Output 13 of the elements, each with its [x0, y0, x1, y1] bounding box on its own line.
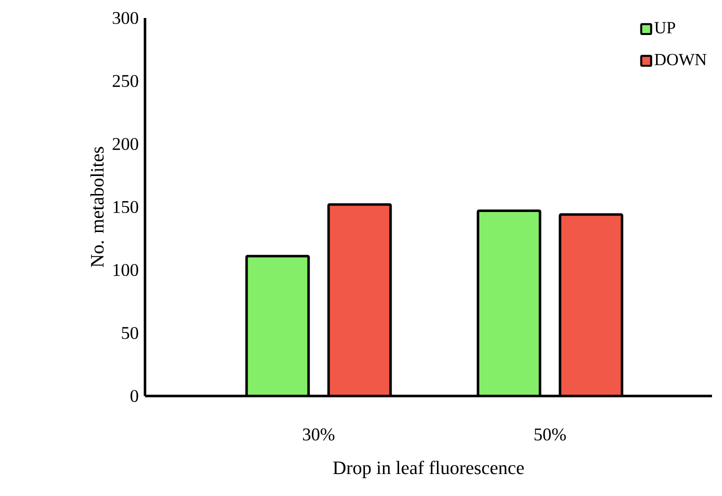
y-tick-label: 200 [112, 138, 138, 150]
legend-label: DOWN [654, 54, 706, 66]
y-tick-label: 250 [112, 74, 138, 88]
y-tick-label: 50 [122, 326, 138, 340]
y-tick-label: 100 [114, 264, 138, 276]
x-axis-title: Drop in leaf fluorescence [333, 460, 524, 478]
y-tick-label: 150 [114, 200, 138, 214]
y-tick-label: 0 [130, 390, 138, 402]
x-tick-label: 30% [303, 428, 334, 441]
x-tick-label: 50% [534, 428, 566, 441]
y-tick-label: 300 [112, 12, 138, 24]
y-axis-title: No. metabolites [90, 146, 104, 268]
legend-label: UP [654, 22, 676, 34]
